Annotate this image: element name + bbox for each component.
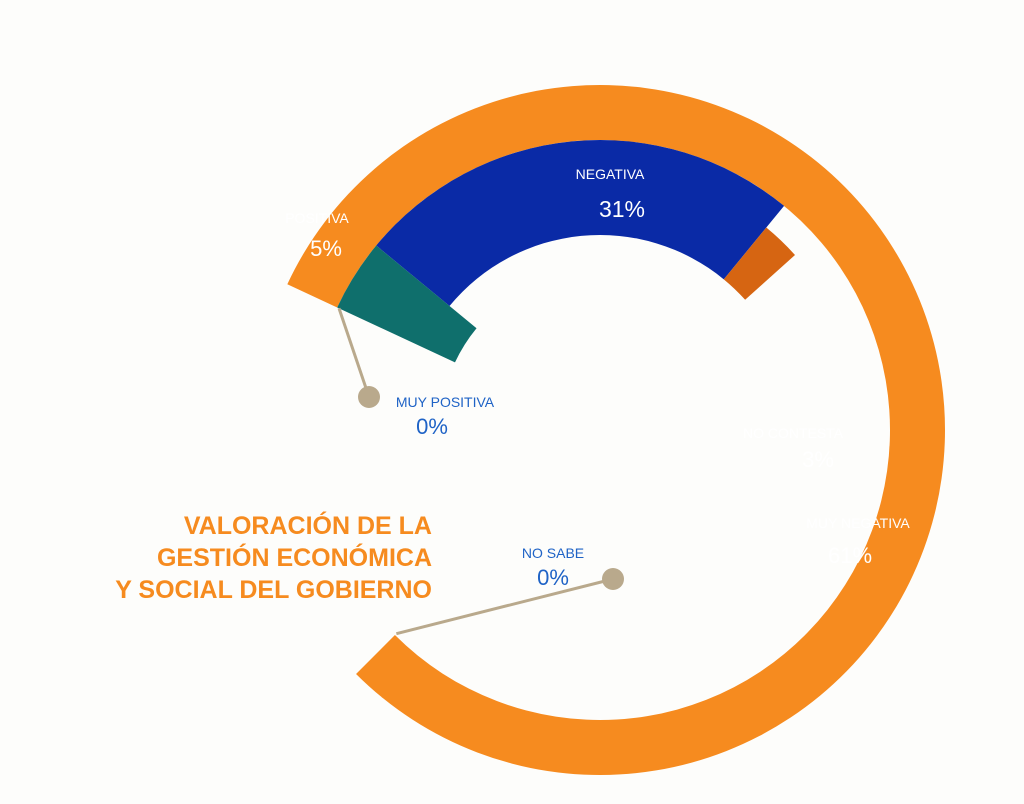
marker-dot-muy-positiva [358, 386, 380, 408]
value-no-contesta: 3% [802, 447, 834, 472]
leader-line-no-sabe [395, 577, 614, 636]
label-muy-positiva: MUY POSITIVA [396, 394, 495, 410]
value-no-sabe: 0% [537, 565, 569, 590]
chart-title-line-3: Y SOCIAL DEL GOBIERNO [115, 576, 432, 604]
chart-title-line-2: GESTIÓN ECONÓMICA [157, 542, 432, 572]
leader-line-muy-positiva [337, 307, 371, 398]
label-positiva: POSITIVA [285, 210, 349, 226]
value-muy-positiva: 0% [416, 414, 448, 439]
label-no-contesta: NO CONTESTA [743, 425, 844, 441]
label-no-sabe: NO SABE [522, 545, 584, 561]
chart-title-line-1: VALORACIÓN DE LA [184, 510, 432, 540]
value-positiva: 5% [310, 236, 342, 261]
slice-positiva [337, 245, 477, 363]
slice-negativa [376, 140, 785, 306]
label-muy-negativa: MUY NEGATIVA [806, 515, 910, 531]
value-muy-negativa: 61% [828, 543, 872, 568]
value-negativa: 31% [599, 196, 645, 222]
marker-dot-no-sabe [602, 568, 624, 590]
label-negativa: NEGATIVA [576, 166, 645, 182]
slice-no-contesta [723, 227, 796, 300]
